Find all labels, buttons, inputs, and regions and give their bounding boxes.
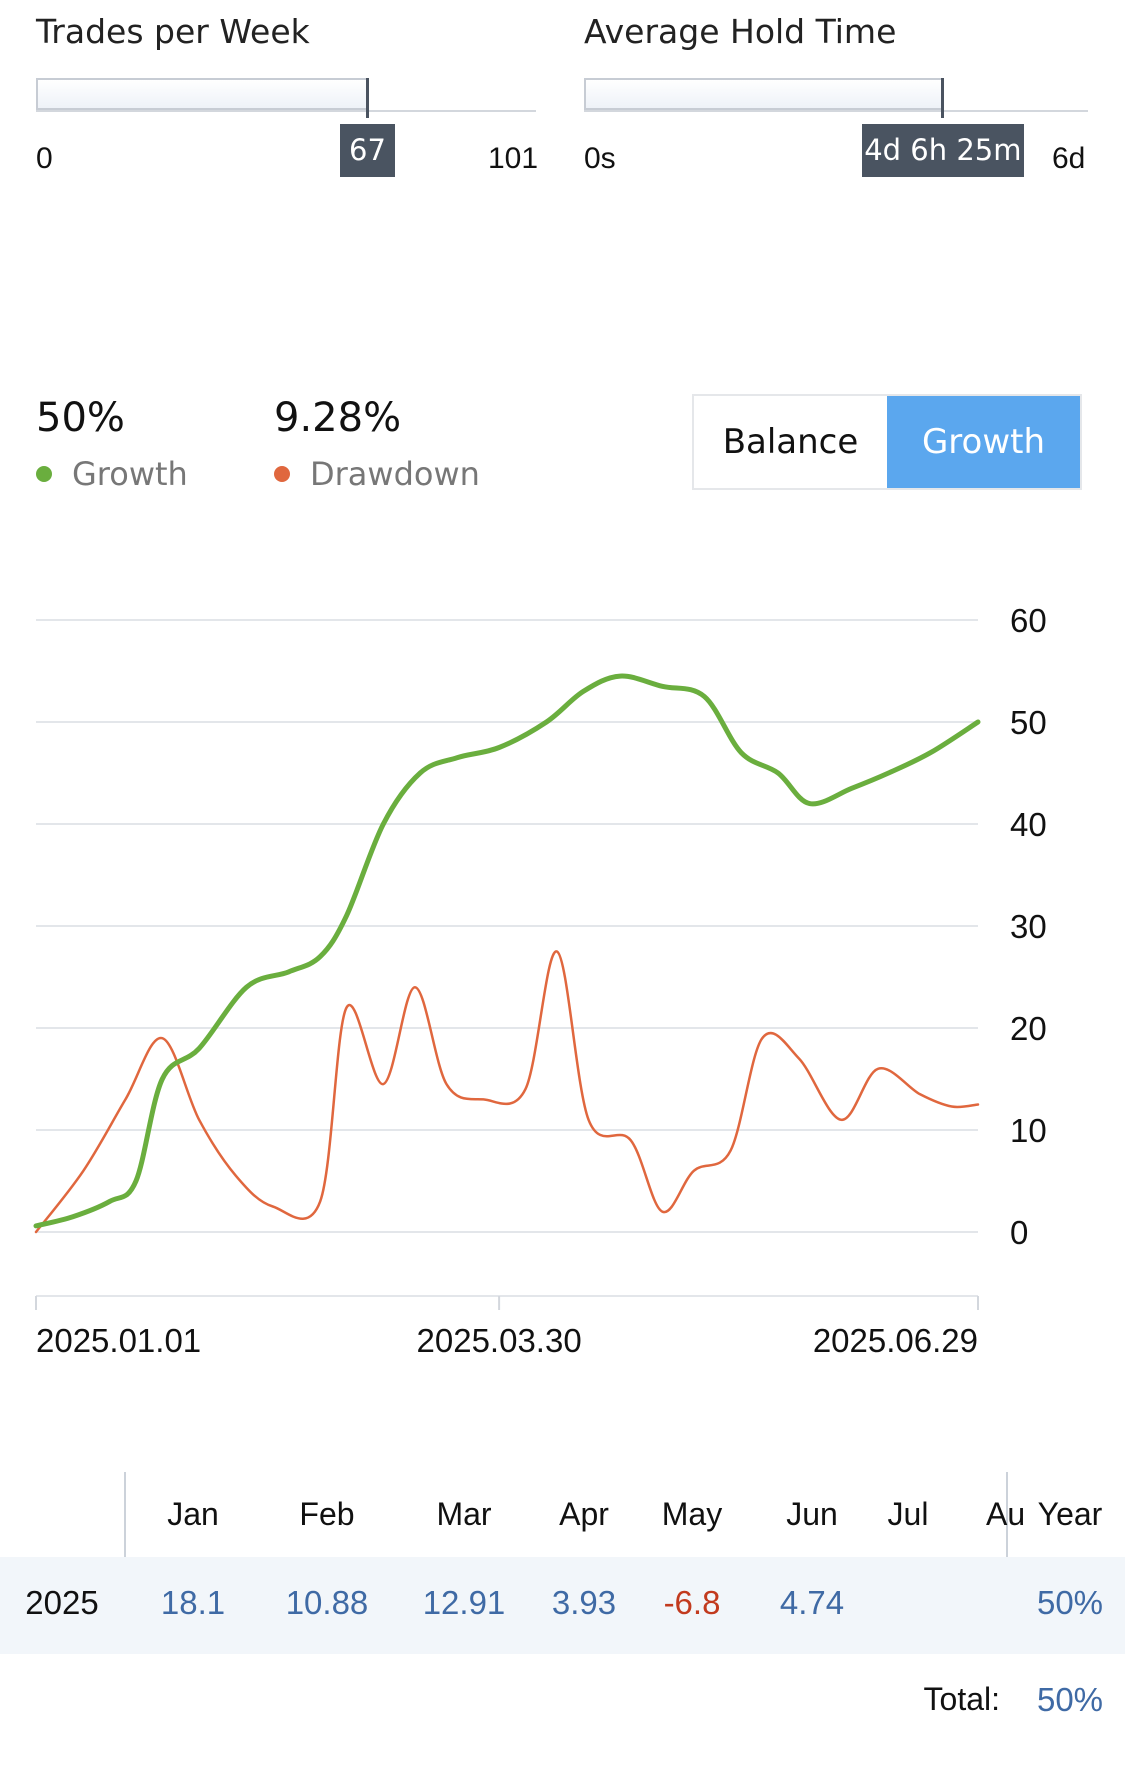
- month-values-row: 18.1 10.88 12.91 3.93 -6.8 4.74: [0, 1584, 1125, 1628]
- y-tick-label: 60: [1010, 602, 1047, 639]
- hold-slider-handle[interactable]: [940, 78, 944, 118]
- trades-slider-handle[interactable]: [365, 78, 369, 118]
- month-header-may: May: [661, 1496, 723, 1532]
- month-header-row: Jan Feb Mar Apr May Jun Jul Au: [0, 1496, 1125, 1540]
- balance-button[interactable]: Balance: [722, 422, 859, 462]
- year-row: [0, 1557, 1125, 1654]
- month-header-apr: Apr: [559, 1496, 609, 1532]
- trades-per-week-title: Trades per Week: [36, 12, 310, 51]
- growth-button[interactable]: Growth: [887, 396, 1080, 488]
- trades-slider-track[interactable]: [36, 78, 368, 110]
- y-tick-label: 40: [1010, 806, 1047, 843]
- month-value: 3.93: [551, 1584, 617, 1621]
- trades-slider-max: 101: [488, 142, 539, 175]
- y-tick-label: 20: [1010, 1010, 1047, 1047]
- y-tick-label: 0: [1010, 1214, 1028, 1251]
- month-header-feb: Feb: [299, 1496, 355, 1532]
- month-header-mar: Mar: [436, 1496, 492, 1532]
- drawdown-value: 9.28%: [274, 395, 402, 441]
- month-value: 12.91: [422, 1584, 506, 1621]
- month-value: -6.8: [663, 1584, 721, 1621]
- trades-slider-min: 0: [36, 142, 53, 175]
- month-value: 18.1: [160, 1584, 226, 1621]
- x-tick-label: 2025.06.29: [813, 1322, 978, 1359]
- growth-label: Growth: [72, 455, 188, 493]
- hold-slider-rail[interactable]: [584, 110, 1088, 112]
- average-hold-time-title: Average Hold Time: [584, 12, 897, 51]
- growth-legend: Growth: [36, 455, 188, 493]
- year-header: Year: [1037, 1496, 1103, 1532]
- month-header-jun: Jun: [786, 1496, 838, 1532]
- month-header-jan: Jan: [167, 1496, 219, 1532]
- growth-series-line: [33, 673, 981, 1229]
- month-header-au: Au: [986, 1496, 1026, 1532]
- hold-slider-track[interactable]: [584, 78, 943, 110]
- x-tick-label: 2025.03.30: [417, 1322, 582, 1359]
- hold-slider-badge: 4d 6h 25m: [861, 124, 1024, 177]
- trades-slider-rail[interactable]: [36, 110, 536, 112]
- year-total-value: 50%: [1036, 1584, 1104, 1621]
- month-header-jul: Jul: [887, 1496, 929, 1532]
- y-tick-label: 10: [1010, 1112, 1047, 1149]
- total-label: Total:: [923, 1681, 1000, 1717]
- drawdown-series-line: [34, 950, 980, 1234]
- growth-value: 50%: [36, 395, 125, 441]
- y-tick-label: 50: [1010, 704, 1047, 741]
- hold-slider-max: 6d: [1052, 142, 1086, 175]
- y-tick-label: 30: [1010, 908, 1047, 945]
- total-value: 50%: [1036, 1681, 1104, 1718]
- hold-slider-min: 0s: [584, 142, 616, 175]
- month-value: 10.88: [285, 1584, 369, 1621]
- drawdown-label: Drawdown: [310, 455, 480, 493]
- drawdown-dot-icon: [274, 466, 290, 482]
- row-year-label: 2025: [25, 1584, 99, 1621]
- chart-mode-toggle: Balance Growth: [692, 394, 1082, 490]
- x-tick-label: 2025.01.01: [36, 1322, 201, 1359]
- growth-dot-icon: [36, 466, 52, 482]
- month-value: 4.74: [779, 1584, 845, 1621]
- drawdown-legend: Drawdown: [274, 455, 480, 493]
- trades-slider-badge: 67: [340, 124, 395, 177]
- growth-chart: 60 50 40 30 20 10 0 2025.01.01 2025.03.30 2025.06…: [33, 602, 1047, 1359]
